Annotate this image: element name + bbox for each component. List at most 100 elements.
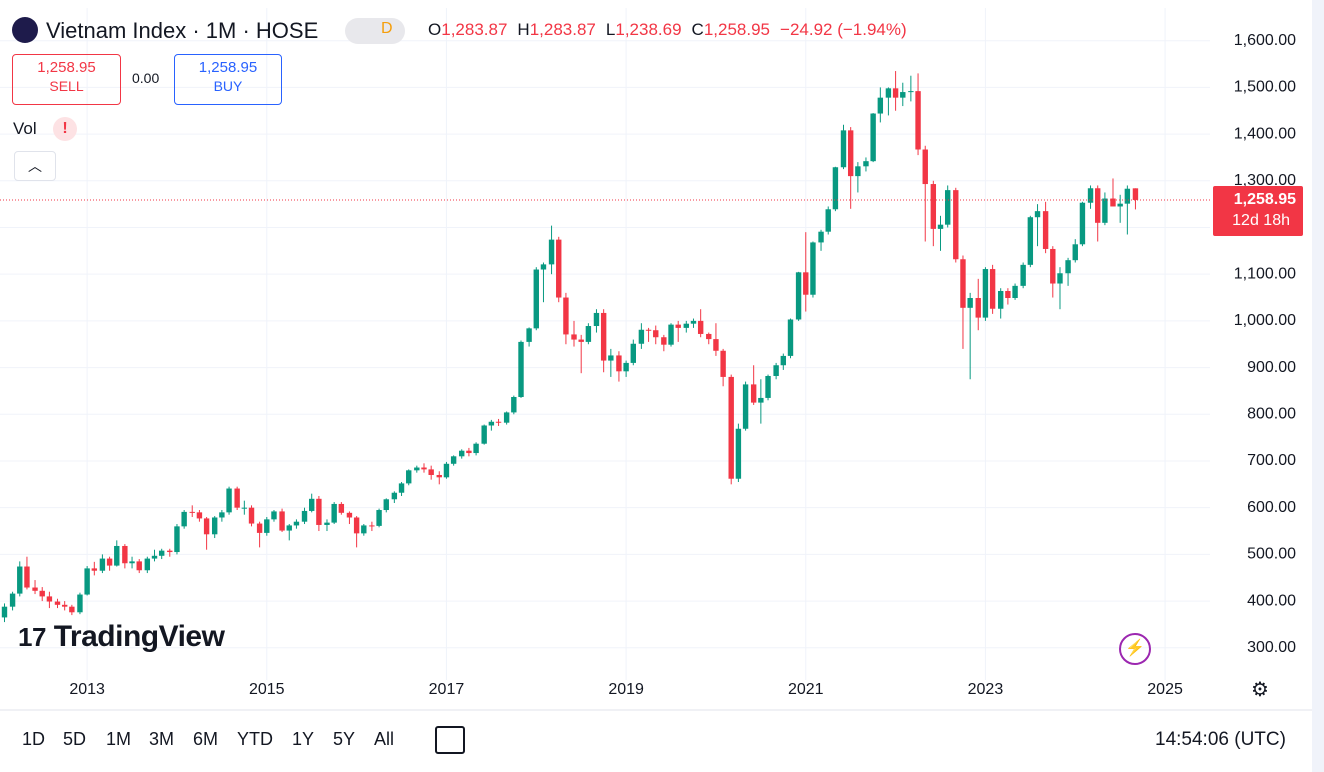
candle-body — [900, 92, 906, 98]
candle-body — [158, 550, 165, 556]
ohlc-value: 1,258.95 — [703, 20, 771, 39]
range-button[interactable]: 1D — [22, 729, 46, 749]
candle-body — [997, 290, 1004, 309]
y-tick-label: 1,600.00 — [1234, 32, 1296, 49]
ohlc-key: L — [605, 20, 616, 39]
candle-body — [9, 593, 16, 607]
candle-body — [1050, 248, 1056, 284]
candle-body — [450, 456, 457, 464]
date-range-icon[interactable] — [435, 726, 465, 754]
range-button[interactable]: 1M — [106, 729, 132, 749]
candle-body — [84, 568, 90, 595]
candle-body — [773, 365, 779, 376]
candle-body — [847, 130, 854, 177]
x-tick-label: 2013 — [69, 681, 105, 698]
candle-body — [69, 606, 75, 613]
candle-body — [316, 498, 322, 525]
range-button[interactable]: 6M — [193, 729, 219, 749]
candle-body — [795, 272, 802, 320]
candle-body — [818, 231, 824, 243]
candle-body — [713, 339, 719, 351]
candle-body — [608, 355, 614, 361]
candle-body — [526, 328, 532, 342]
candle-body — [248, 507, 255, 524]
candle-body — [548, 239, 555, 265]
candle-body — [915, 91, 921, 150]
candle-body — [810, 242, 816, 295]
lightning-icon[interactable]: ⚡ — [1119, 633, 1151, 665]
candle-body — [256, 523, 263, 533]
candle-body — [1072, 244, 1078, 261]
ohlc-key: O — [428, 20, 442, 39]
candle-body — [264, 519, 270, 533]
candle-body — [1042, 211, 1049, 249]
candle-body — [241, 507, 248, 509]
badge-bg — [345, 18, 405, 44]
candle-body — [293, 521, 300, 526]
candle-body — [203, 518, 210, 535]
range-button[interactable]: YTD — [237, 729, 273, 749]
symbol[interactable]: Vietnam Index · 1M · HOSE — [46, 18, 319, 43]
candle-body — [825, 209, 831, 232]
y-tick-label: 1,500.00 — [1234, 79, 1296, 96]
range-button[interactable]: 5Y — [333, 729, 356, 749]
candle-body — [661, 337, 667, 345]
sell-button[interactable]: 1,258.95 SELL — [12, 54, 121, 105]
last-price-tag — [1213, 185, 1303, 236]
x-tick-label: 2019 — [608, 681, 644, 698]
candle-body — [533, 269, 539, 329]
candle-body — [944, 190, 951, 225]
buy-button[interactable]: 1,258.95 BUY — [174, 54, 282, 105]
candle-body — [406, 470, 412, 484]
y-tick-label: 1,300.00 — [1234, 172, 1296, 189]
candle-body — [443, 463, 450, 478]
range-button[interactable]: 3M — [149, 729, 175, 749]
candle-body — [473, 443, 479, 454]
y-tick-label: 600.00 — [1247, 499, 1296, 516]
indicator-alert[interactable]: ! — [53, 117, 77, 141]
candle-body — [466, 450, 472, 454]
candle-body — [39, 590, 45, 597]
ohlc-value: 1,238.69 — [615, 20, 682, 39]
candle-body — [578, 339, 584, 342]
candle-body — [1079, 202, 1086, 245]
candle-body — [181, 511, 187, 527]
candle-body — [787, 319, 794, 356]
candle-body — [1020, 264, 1026, 286]
candle-body — [234, 488, 240, 508]
range-button[interactable]: 1Y — [292, 729, 315, 749]
candle-body — [414, 467, 420, 471]
range-button[interactable]: 5D — [63, 729, 87, 749]
y-tick-label: 700.00 — [1247, 452, 1296, 469]
symbol-icon — [12, 17, 38, 43]
settings-icon[interactable]: ⚙ — [1251, 679, 1269, 701]
candle-body — [728, 376, 734, 479]
candle-body — [989, 269, 996, 309]
collapse-button[interactable]: ︿ — [14, 151, 56, 181]
candle-body — [908, 91, 914, 93]
y-tick-label: 1,400.00 — [1234, 125, 1296, 142]
candle-body — [937, 224, 944, 229]
candle-body — [593, 312, 600, 327]
candle-body — [151, 555, 158, 559]
x-tick-label: 2015 — [249, 681, 285, 698]
candle-body — [301, 510, 308, 522]
candle-body — [1087, 188, 1094, 203]
candle-body — [346, 512, 353, 518]
y-tick-label: 500.00 — [1247, 546, 1296, 563]
candle-body — [421, 467, 427, 470]
candle-body — [189, 511, 195, 513]
candle-body — [136, 561, 142, 571]
candle-body — [571, 334, 577, 340]
candle-body — [99, 558, 106, 571]
candle-body — [226, 488, 232, 513]
candle-body — [953, 190, 959, 260]
candle-body — [1057, 273, 1063, 284]
candle-body — [24, 566, 30, 588]
candle-body — [930, 184, 937, 229]
range-button[interactable]: All — [374, 729, 395, 749]
candle-body — [638, 329, 645, 344]
indicator-name[interactable]: Vol — [13, 119, 37, 138]
